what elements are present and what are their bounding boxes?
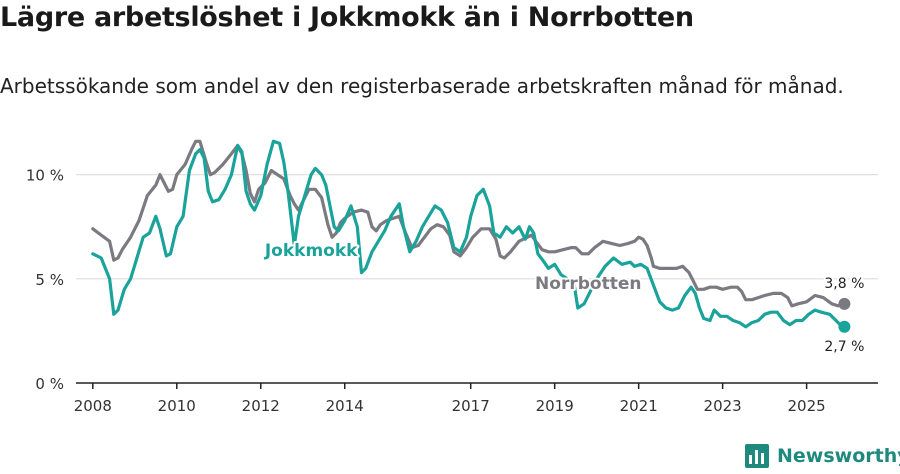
x-tick-label: 2019 bbox=[536, 397, 574, 415]
x-tick-label: 2008 bbox=[74, 397, 112, 415]
x-tick-label: 2025 bbox=[788, 397, 826, 415]
end-label-norrbotten: 3,8 % bbox=[824, 276, 864, 292]
x-tick-label: 2021 bbox=[620, 397, 658, 415]
series-end-point-jokkmokk bbox=[838, 320, 851, 333]
x-axis: 2008 2010 2012 2014 2017 2019 2021 2023 2025 bbox=[74, 382, 878, 415]
series-label-jokkmokk: Jokkmokk bbox=[264, 241, 358, 261]
end-label-jokkmokk: 2,7 % bbox=[824, 339, 864, 355]
y-tick-label: 5 % bbox=[35, 271, 64, 289]
y-tick-label: 10 % bbox=[26, 167, 64, 185]
series-lines bbox=[91, 139, 851, 333]
chart-title: Lägre arbetslöshet i Jokkmokk än i Norrb… bbox=[0, 2, 694, 33]
y-axis-ticks: 0 % 5 % 10 % bbox=[26, 167, 64, 393]
y-tick-label: 0 % bbox=[35, 375, 64, 393]
x-tick-label: 2023 bbox=[704, 397, 742, 415]
series-labels: Jokkmokk Norrbotten 3,8 % 2,7 % bbox=[262, 239, 867, 357]
x-tick-label: 2017 bbox=[452, 397, 490, 415]
chart-subtitle: Arbetssökande som andel av den registerb… bbox=[0, 74, 844, 98]
newsworthy-brand: Newsworthy bbox=[745, 444, 900, 468]
x-tick-label: 2010 bbox=[158, 397, 196, 415]
brand-name: Newsworthy bbox=[777, 445, 900, 467]
newsworthy-logo-icon bbox=[745, 444, 769, 468]
series-line-jokkmokk bbox=[91, 139, 846, 329]
x-tick-label: 2014 bbox=[326, 397, 364, 415]
series-label-norrbotten: Norrbotten bbox=[535, 274, 641, 294]
x-tick-label: 2012 bbox=[242, 397, 280, 415]
gridlines bbox=[76, 174, 878, 280]
series-end-point-norrbotten bbox=[838, 297, 851, 310]
